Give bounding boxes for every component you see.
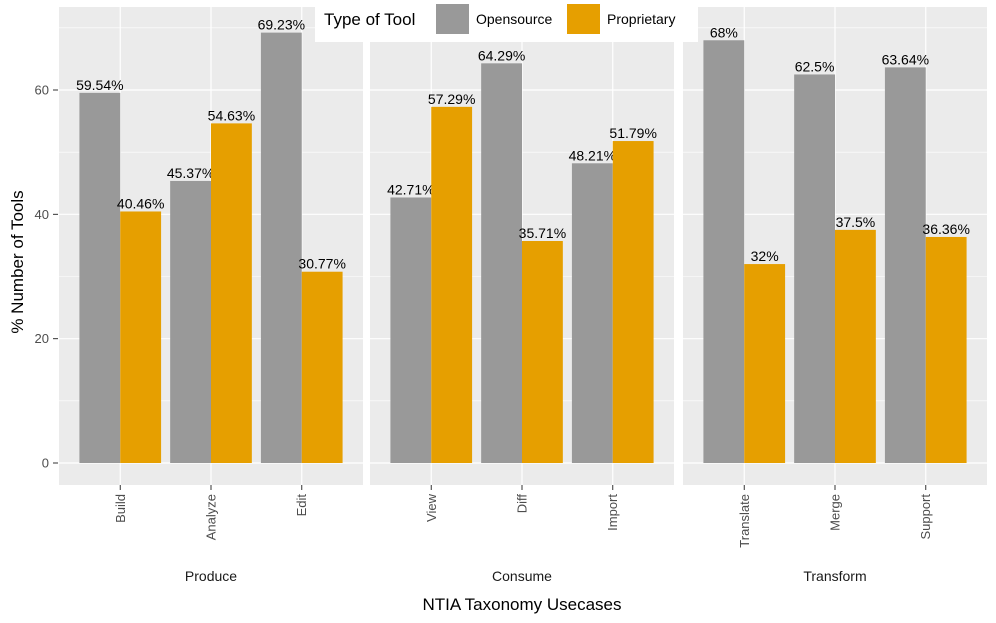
bar-translate-opensource (703, 40, 745, 464)
x-tick-label-build: Build (113, 494, 128, 523)
legend: Type of Tool Opensource Proprietary (315, 0, 698, 42)
x-tick-label-view: View (424, 493, 439, 522)
y-axis-title: % Number of Tools (8, 190, 27, 333)
bar-build-proprietary (120, 211, 162, 463)
bar-diff-proprietary (522, 241, 563, 463)
x-tick-label-merge: Merge (828, 494, 843, 531)
group-label-consume: Consume (492, 568, 552, 584)
bar-edit-proprietary (301, 271, 343, 463)
bar-merge-proprietary (835, 229, 876, 463)
x-tick-label-support: Support (918, 494, 933, 540)
data-label-edit-opensource: 69.23% (258, 17, 305, 33)
x-axis-title: NTIA Taxonomy Usecases (422, 595, 621, 614)
data-label-import-opensource: 48.21% (569, 147, 616, 163)
bar-merge-opensource (794, 74, 835, 463)
x-tick-label-analyze: Analyze (204, 494, 219, 540)
data-label-merge-opensource: 62.5% (795, 58, 835, 74)
bar-edit-opensource (260, 32, 302, 463)
data-label-translate-opensource: 68% (710, 24, 738, 40)
bar-analyze-proprietary (211, 123, 252, 464)
x-tick-label-translate: Translate (737, 494, 752, 548)
data-label-analyze-opensource: 45.37% (167, 165, 214, 181)
bar-analyze-opensource (170, 180, 211, 463)
legend-key-opensource (436, 4, 469, 34)
data-label-diff-proprietary: 35.71% (519, 225, 566, 241)
y-tick-label-60: 60 (35, 83, 49, 98)
y-tick-label-20: 20 (35, 331, 49, 346)
bar-view-proprietary (431, 106, 473, 463)
group-label-transform: Transform (803, 568, 866, 584)
legend-label-proprietary: Proprietary (607, 11, 675, 27)
bar-import-opensource (571, 163, 613, 463)
data-label-import-proprietary: 51.79% (609, 125, 656, 141)
chart-panels: 59.54% 40.46% Build 45.37% 54.63% Analyze 69.2… (59, 7, 987, 584)
bar-import-proprietary (612, 141, 654, 464)
bar-support-opensource (884, 67, 926, 463)
x-tick-label-import: Import (605, 494, 620, 531)
bar-support-proprietary (925, 236, 967, 463)
legend-title: Type of Tool (324, 10, 415, 29)
data-label-build-proprietary: 40.46% (117, 195, 164, 211)
bar-diff-opensource (481, 63, 522, 463)
data-label-diff-opensource: 64.29% (478, 47, 525, 63)
data-label-edit-proprietary: 30.77% (298, 256, 345, 272)
legend-key-proprietary (567, 4, 600, 34)
data-label-support-opensource: 63.64% (882, 51, 929, 67)
y-axis: 0 20 40 60 (35, 83, 58, 471)
group-label-produce: Produce (185, 568, 237, 584)
x-tick-label-edit: Edit (294, 494, 309, 517)
x-tick-label-diff: Diff (515, 494, 530, 514)
bar-build-opensource (79, 92, 121, 463)
data-label-analyze-proprietary: 54.63% (208, 107, 255, 123)
y-tick-label-40: 40 (35, 207, 49, 222)
legend-background (315, 0, 698, 42)
y-tick-label-0: 0 (42, 456, 49, 471)
data-label-build-opensource: 59.54% (76, 77, 123, 93)
bar-translate-proprietary (744, 264, 786, 463)
data-label-support-proprietary: 36.36% (922, 221, 969, 237)
legend-label-opensource: Opensource (476, 11, 552, 27)
data-label-view-proprietary: 57.29% (428, 91, 475, 107)
data-label-translate-proprietary: 32% (751, 248, 779, 264)
bar-view-opensource (390, 197, 432, 464)
data-label-merge-proprietary: 37.5% (836, 214, 876, 230)
data-label-view-opensource: 42.71% (387, 181, 434, 197)
